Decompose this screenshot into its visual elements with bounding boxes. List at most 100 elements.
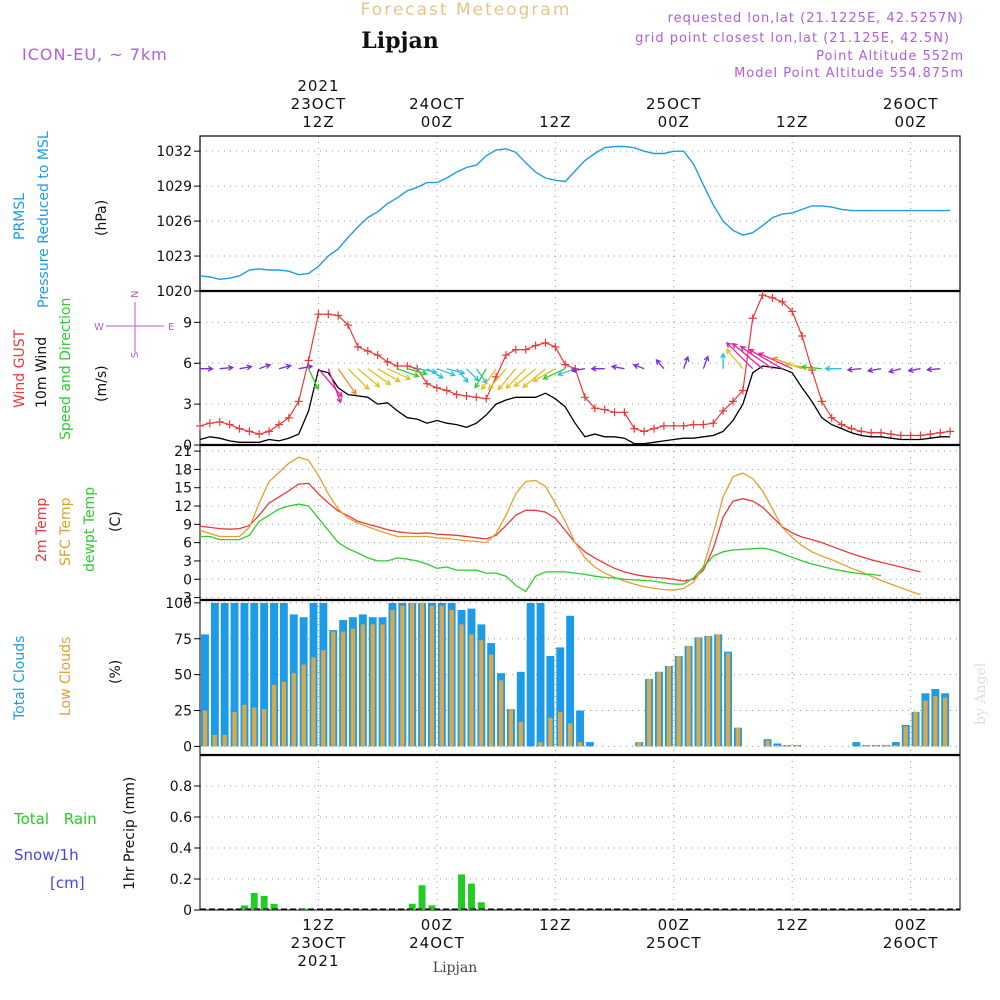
gust-marker	[423, 379, 432, 388]
low-cloud-bar	[311, 657, 316, 747]
y-tick-label: 0.8	[170, 779, 192, 795]
time-label: 12Z	[776, 916, 808, 934]
time-label: 12Z	[539, 916, 571, 934]
low-cloud-bar	[331, 631, 336, 747]
low-cloud-bar	[656, 671, 662, 747]
low-cloud-bar	[222, 734, 227, 747]
wind-arrow	[497, 368, 517, 391]
total-cloud-bar	[585, 742, 594, 747]
gust-marker	[738, 386, 747, 395]
time-label-top: 12Z	[302, 113, 334, 131]
gust-marker	[442, 386, 451, 395]
wind-arrow	[655, 358, 665, 370]
gust-marker	[600, 405, 609, 414]
gust-marker	[531, 341, 540, 350]
credit: by Angel	[973, 662, 989, 725]
total-cloud-bar	[891, 742, 900, 747]
gust-marker	[669, 421, 678, 430]
gust-marker	[403, 361, 412, 370]
wind-arrow	[866, 367, 882, 374]
total-cloud-bar	[270, 602, 278, 747]
gust-marker	[314, 310, 323, 319]
gust-marker	[245, 427, 254, 436]
wind-arrow	[488, 368, 507, 391]
wind-panel: 0 3 6 9	[183, 290, 961, 454]
gust-marker	[265, 427, 274, 436]
low-cloud-bar	[666, 666, 671, 747]
gust-marker	[383, 357, 392, 366]
wind-arrow	[367, 368, 392, 386]
wind-arrow	[570, 367, 586, 374]
wind-arrow	[542, 368, 566, 380]
total-cloud-bar	[526, 602, 535, 747]
wind-arrow	[397, 368, 420, 378]
total-cloud-bar	[230, 602, 239, 747]
gust-marker	[511, 345, 520, 354]
gust-marker	[877, 428, 886, 437]
y-tick-label: 50	[174, 668, 192, 684]
wind-arrow	[556, 368, 576, 377]
wind-arrow	[632, 363, 645, 370]
gust-marker	[847, 424, 856, 433]
temp-unit-label: (C)	[108, 511, 124, 532]
gust-marker	[304, 356, 313, 365]
model-label: ICON-EU, ~ 7km	[22, 45, 168, 64]
gust-marker	[699, 420, 708, 429]
temperature-panel: -3 0 3 6 9 12 15 18 21	[174, 444, 961, 607]
total-cloud-bar	[773, 743, 782, 747]
gust-marker	[580, 393, 589, 402]
wind-arrow	[739, 345, 773, 370]
y-tick-label: 21	[174, 444, 192, 460]
low-cloud-bar	[735, 727, 741, 747]
low-cloud-bar	[725, 653, 731, 747]
low-cloud-bar	[271, 684, 277, 747]
pressure-unit-label: (hPa)	[94, 200, 110, 236]
wind-arrow	[298, 364, 314, 371]
low-cloud-bar	[360, 624, 365, 747]
y-tick-label: 100	[165, 596, 192, 612]
low-cloud-bar	[716, 634, 721, 747]
gust-marker	[541, 338, 550, 347]
total-cloud-bar	[220, 602, 229, 747]
total-cloud-bar	[566, 615, 575, 747]
gust-marker	[501, 351, 510, 360]
low-cloud-bar	[637, 742, 642, 747]
gust-marker	[452, 390, 461, 399]
low-cloud-bar	[291, 673, 296, 747]
wind-arrow	[800, 364, 822, 371]
rain-bar	[468, 883, 475, 910]
low-cloud-bar	[785, 745, 790, 747]
model-altitude: Model Point Altitude 554.875m	[734, 66, 964, 81]
low-cloud-bar	[390, 610, 395, 747]
time-label-top: 23OCT	[291, 95, 347, 113]
gust-marker	[344, 321, 353, 330]
gust-marker	[798, 331, 807, 340]
wind-arrow	[278, 363, 292, 370]
precip-panel: 0 0.2 0.4 0.6 0.8	[170, 754, 961, 919]
total-cloud-bar	[852, 742, 861, 747]
snow-label: Snow/1h	[14, 846, 79, 864]
low-cloud-bar	[400, 605, 405, 747]
gust-marker	[906, 431, 915, 440]
low-cloud-bar	[370, 624, 375, 747]
panel-frame	[199, 754, 961, 911]
gust-marker	[886, 430, 895, 439]
rain-bar	[408, 903, 416, 910]
point-altitude: Point Altitude 552m	[816, 49, 964, 64]
gust-marker	[936, 428, 945, 437]
temp-side-label: 2m Temp SFC Temp dewpt Temp (C)	[34, 487, 124, 572]
time-label: 12Z	[302, 916, 334, 934]
time-label: 00Z	[894, 916, 926, 934]
low-cloud-bar	[459, 624, 464, 747]
low-cloud-bar	[469, 634, 474, 747]
gust-marker	[393, 361, 402, 370]
low-cloud-bar	[449, 610, 454, 747]
low-cloud-bar	[903, 726, 908, 747]
total-cloud-bar	[240, 602, 249, 747]
low-cloud-bar	[923, 700, 928, 747]
gust-marker	[205, 419, 214, 428]
y-tick-label: 25	[174, 704, 192, 720]
time-label: 25OCT	[646, 934, 702, 952]
wind-arrow	[377, 368, 401, 383]
